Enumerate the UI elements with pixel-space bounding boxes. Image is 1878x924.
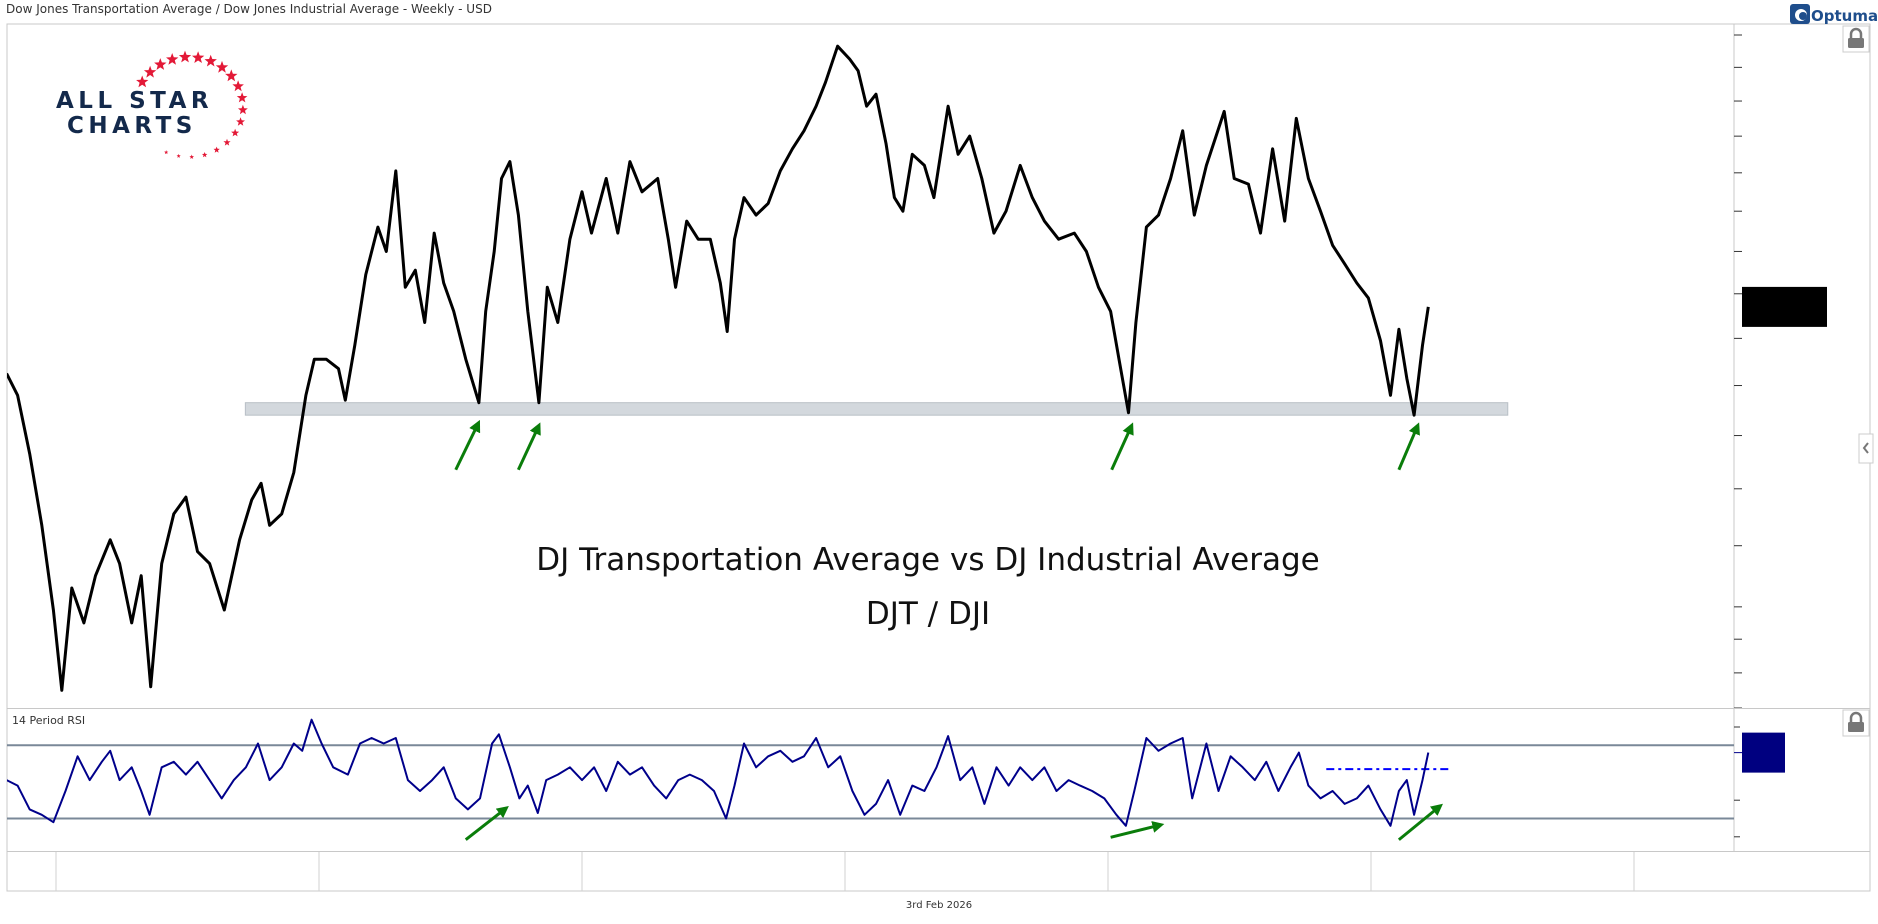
green-arrow-annotation [1397, 803, 1443, 841]
logo-star [238, 104, 248, 115]
logo-star [225, 69, 238, 82]
green-arrow-annotation [1110, 821, 1165, 839]
optuma-logo-text: Optuma [1811, 7, 1878, 25]
green-arrow-annotation [1110, 422, 1134, 471]
last-price-box [1742, 286, 1827, 327]
logo-star [232, 80, 244, 92]
logo-star [178, 50, 192, 63]
green-arrow-annotation [454, 419, 481, 471]
logo-star [236, 117, 245, 126]
last-rsi-box [1742, 732, 1785, 773]
green-arrow-annotation [1397, 422, 1420, 471]
logo-star [154, 58, 167, 70]
logo-star [164, 150, 169, 155]
logo-star [231, 128, 240, 137]
logo-star [143, 65, 157, 78]
logo-star [201, 152, 208, 158]
green-arrow-annotation [464, 806, 509, 841]
logo-text-line1: ALL STAR [56, 88, 213, 114]
chart-title: DJ Transportation Average vs DJ Industri… [536, 542, 1319, 578]
chevron-left-icon [1862, 442, 1869, 454]
price-axis [1734, 34, 1827, 708]
price-panel [7, 44, 1509, 692]
collapse-panel-button[interactable] [1858, 433, 1874, 464]
price-axis-lock-button[interactable] [1842, 25, 1870, 53]
logo-stars [136, 50, 248, 159]
support-band [244, 402, 1509, 416]
lock-icon [1848, 711, 1864, 732]
rsi-axis [1734, 726, 1785, 838]
logo-star [215, 60, 229, 73]
rsi-axis-lock-button[interactable] [1842, 709, 1870, 737]
logo-star [189, 154, 195, 159]
logo-star [204, 54, 217, 67]
logo-star [192, 51, 205, 63]
chart-subtitle: DJT / DJI [866, 596, 990, 632]
rsi-line [7, 718, 1430, 827]
rsi-panel [7, 718, 1734, 841]
logo-star [136, 75, 149, 88]
logo-star [223, 138, 231, 146]
chart-header-title: Dow Jones Transportation Average / Dow J… [6, 2, 492, 16]
optuma-logo: Optuma [1790, 4, 1878, 25]
rsi-panel-label: 14 Period RSI [12, 714, 85, 727]
logo-star [213, 146, 220, 153]
all-star-charts-logo: ALL STAR CHARTS [56, 50, 248, 159]
lock-icon [1848, 27, 1864, 48]
logo-star [166, 53, 179, 65]
time-axis [55, 852, 1635, 891]
logo-text-line2: CHARTS [67, 113, 197, 139]
logo-star [236, 92, 248, 103]
green-arrow-annotation [516, 422, 541, 471]
footer-date: 3rd Feb 2026 [905, 900, 973, 911]
price-ratio-line [7, 44, 1430, 692]
logo-star [176, 153, 181, 158]
